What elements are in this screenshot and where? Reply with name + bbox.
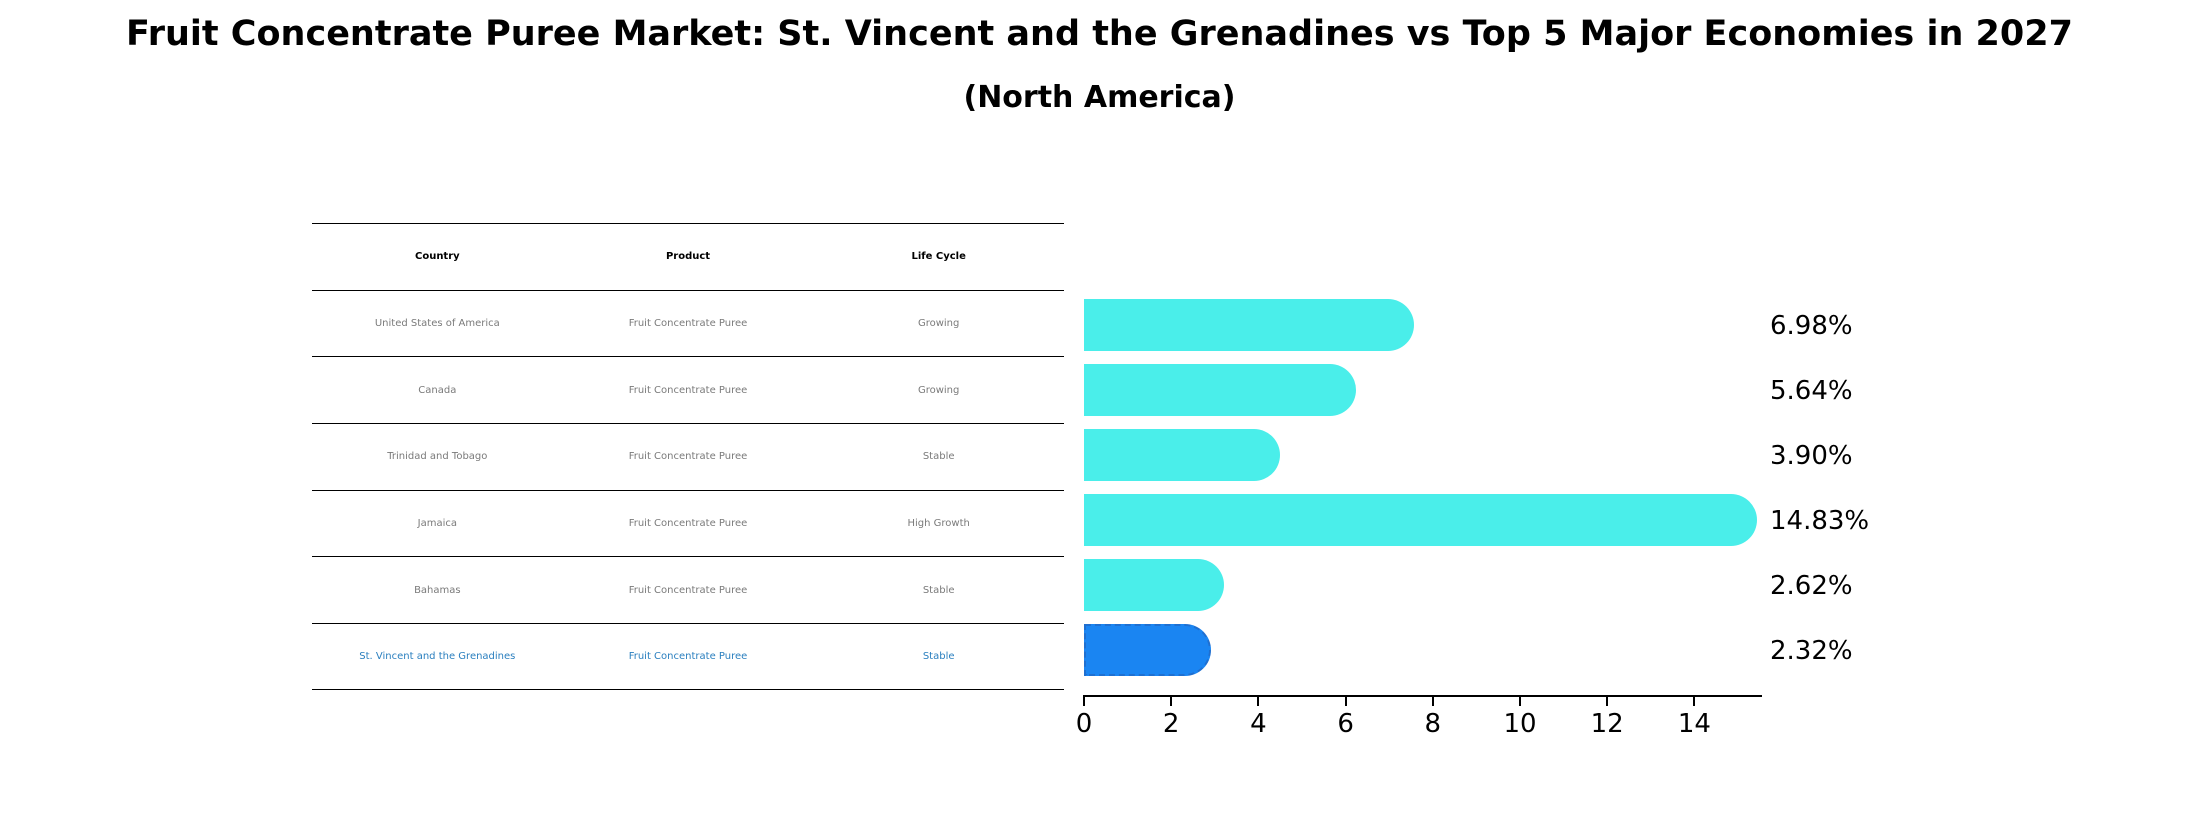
life-cycle-cell: Stable <box>922 584 955 596</box>
value-label: 2.62% <box>1770 571 1853 601</box>
life-cycle-cell: Stable <box>922 650 955 662</box>
value-label: 14.83% <box>1770 506 1870 536</box>
bar <box>1084 364 1356 416</box>
value-label: 6.98% <box>1770 311 1853 341</box>
data-table: Country Product Life Cycle United States… <box>312 223 1064 690</box>
product-cell: Fruit Concentrate Puree <box>628 518 748 530</box>
x-tick <box>1606 697 1609 706</box>
x-tick-label: 4 <box>1250 709 1267 739</box>
column-header-country: Country <box>414 251 460 263</box>
column-header-product: Product <box>665 251 711 263</box>
life-cycle-cell: High Growth <box>907 518 970 530</box>
table-row: Trinidad and Tobago Fruit Concentrate Pu… <box>312 423 1064 490</box>
country-cell: Bahamas <box>414 584 461 596</box>
x-tick <box>1344 697 1347 706</box>
x-tick <box>1257 697 1260 706</box>
country-cell: Trinidad and Tobago <box>387 451 488 463</box>
column-header-life-cycle: Life Cycle <box>911 251 966 263</box>
x-tick-label: 8 <box>1424 709 1442 739</box>
x-tick <box>1083 697 1085 706</box>
table-row: Jamaica Fruit Concentrate Puree High Gro… <box>312 489 1064 557</box>
value-label: 3.90% <box>1770 441 1853 471</box>
product-cell: Fruit Concentrate Puree <box>628 384 748 396</box>
bar <box>1084 559 1225 611</box>
x-tick-label: 12 <box>1590 709 1624 739</box>
x-tick-label: 0 <box>1075 709 1093 739</box>
product-cell: Fruit Concentrate Puree <box>628 650 748 662</box>
bar <box>1084 429 1281 481</box>
table-row: Bahamas Fruit Concentrate Puree Stable <box>312 556 1064 623</box>
life-cycle-cell: Growing <box>917 384 960 396</box>
chart-title: Fruit Concentrate Puree Market: St. Vinc… <box>126 14 2073 54</box>
x-tick-label: 14 <box>1677 709 1711 739</box>
x-tick <box>1170 697 1173 706</box>
x-tick-label: 6 <box>1337 709 1354 739</box>
bar <box>1084 299 1415 351</box>
country-cell: Jamaica <box>417 518 458 530</box>
country-cell: St. Vincent and the Grenadines <box>359 650 516 662</box>
value-label: 5.64% <box>1770 376 1853 406</box>
bar-highlighted <box>1084 624 1212 676</box>
x-axis <box>1083 695 1762 697</box>
product-cell: Fruit Concentrate Puree <box>628 584 748 596</box>
table-row-highlighted: St. Vincent and the Grenadines Fruit Con… <box>312 623 1064 690</box>
product-cell: Fruit Concentrate Puree <box>628 318 748 330</box>
x-tick <box>1519 697 1521 706</box>
table-row: United States of America Fruit Concentra… <box>312 289 1064 357</box>
table-header-row: Country Product Life Cycle <box>312 223 1064 290</box>
product-cell: Fruit Concentrate Puree <box>628 451 748 463</box>
bar <box>1084 494 1757 546</box>
x-tick-label: 10 <box>1503 709 1537 739</box>
life-cycle-cell: Stable <box>922 451 955 463</box>
chart-subtitle: (North America) <box>963 80 1236 115</box>
x-tick-label: 2 <box>1162 709 1180 739</box>
country-cell: Canada <box>418 384 457 396</box>
life-cycle-cell: Growing <box>917 318 960 330</box>
table-row: Canada Fruit Concentrate Puree Growing <box>312 356 1064 423</box>
x-tick <box>1431 697 1434 706</box>
value-label: 2.32% <box>1770 636 1853 666</box>
x-tick <box>1693 697 1696 706</box>
country-cell: United States of America <box>374 318 500 330</box>
